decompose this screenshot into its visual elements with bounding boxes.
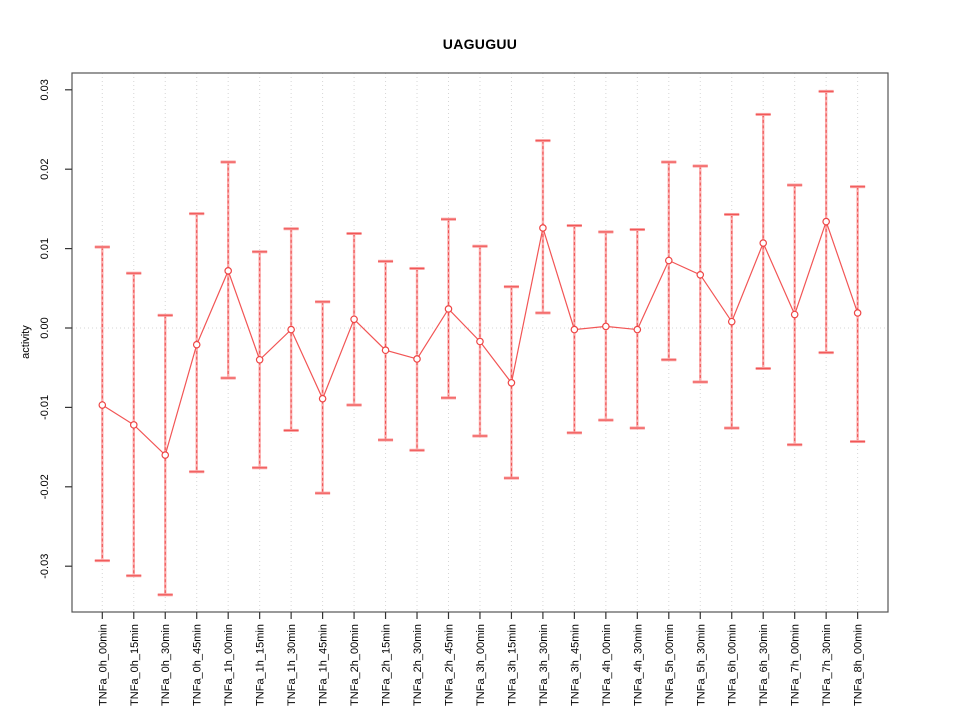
x-tick-label: TNFa_1h_15min (255, 624, 267, 706)
x-tick-label: TNFa_4h_30min (632, 624, 644, 706)
x-tick-label: TNFa_3h_30min (538, 624, 550, 706)
data-point-marker (444, 305, 453, 313)
data-point-marker (790, 310, 799, 319)
data-point-marker (318, 394, 327, 403)
data-point-marker (759, 239, 768, 247)
x-tick-label: TNFa_0h_15min (129, 624, 141, 706)
data-point-marker (255, 355, 264, 364)
data-point-marker (129, 421, 138, 429)
y-tick-label: -0.02 (39, 474, 51, 499)
y-tick-label: 0.01 (39, 238, 51, 259)
y-tick-label: 0.00 (39, 317, 51, 338)
data-point-marker (413, 355, 421, 363)
x-tick-label: TNFa_0h_45min (192, 624, 204, 706)
data-point-marker (822, 217, 830, 226)
x-tick-label: TNFa_1h_45min (318, 624, 330, 706)
data-point-marker (696, 271, 705, 279)
data-point-marker (350, 315, 358, 324)
x-tick-label: TNFa_3h_45min (569, 624, 581, 706)
x-tick-label: TNFa_5h_00min (664, 624, 676, 706)
x-tick-label: TNFa_7h_30min (821, 624, 833, 706)
x-tick-label: TNFa_5h_30min (695, 624, 707, 706)
x-tick-label: TNFa_2h_00min (349, 624, 361, 706)
x-tick-label: TNFa_6h_00min (727, 624, 739, 706)
y-tick-label: 0.03 (39, 79, 51, 100)
data-point-marker (381, 346, 390, 355)
data-point-marker (98, 401, 107, 409)
data-point-marker (161, 451, 170, 459)
data-point-marker (727, 317, 736, 326)
x-tick-label: TNFa_1h_00min (223, 624, 235, 706)
y-tick-label: -0.03 (39, 554, 51, 579)
x-tick-label: TNFa_3h_15min (506, 624, 518, 706)
data-point-marker (602, 322, 610, 331)
data-point-marker (224, 267, 232, 275)
data-point-marker (664, 256, 673, 265)
x-tick-label: TNFa_2h_45min (443, 624, 455, 706)
y-tick-label: 0.02 (39, 158, 51, 179)
x-tick-label: TNFa_3h_00min (475, 624, 487, 706)
chart-title: UAGUGUU (442, 36, 518, 52)
data-point-marker (633, 325, 642, 334)
x-axis: TNFa_0h_00min TNFa_0h_15min TNFa_0h_30min T… (97, 612, 865, 706)
data-points (98, 217, 862, 459)
x-tick-label: TNFa_4h_00min (601, 624, 613, 706)
data-point-marker (853, 309, 862, 317)
data-point-marker (476, 337, 484, 346)
data-point-marker (507, 378, 516, 387)
x-tick-label: TNFa_8h_00min (853, 624, 865, 706)
y-tick-label: -0.01 (39, 395, 51, 420)
y-axis: -0.03 -0.02 -0.01 0.00 0.01 0.02 0.03 (39, 79, 72, 579)
x-tick-label: TNFa_2h_30min (412, 624, 424, 706)
x-tick-label: TNFa_0h_00min (97, 624, 109, 706)
x-tick-label: TNFa_0h_30min (160, 624, 172, 706)
x-tick-label: TNFa_1h_30min (286, 624, 298, 706)
x-tick-label: TNFa_6h_30min (758, 624, 770, 706)
x-tick-label: TNFa_7h_00min (790, 624, 802, 706)
data-point-marker (192, 340, 201, 349)
data-point-marker (570, 325, 579, 334)
data-point-marker (539, 224, 547, 232)
data-point-marker (287, 325, 295, 334)
x-tick-label: TNFa_2h_15min (381, 624, 393, 706)
y-axis-label: activity (20, 325, 32, 359)
